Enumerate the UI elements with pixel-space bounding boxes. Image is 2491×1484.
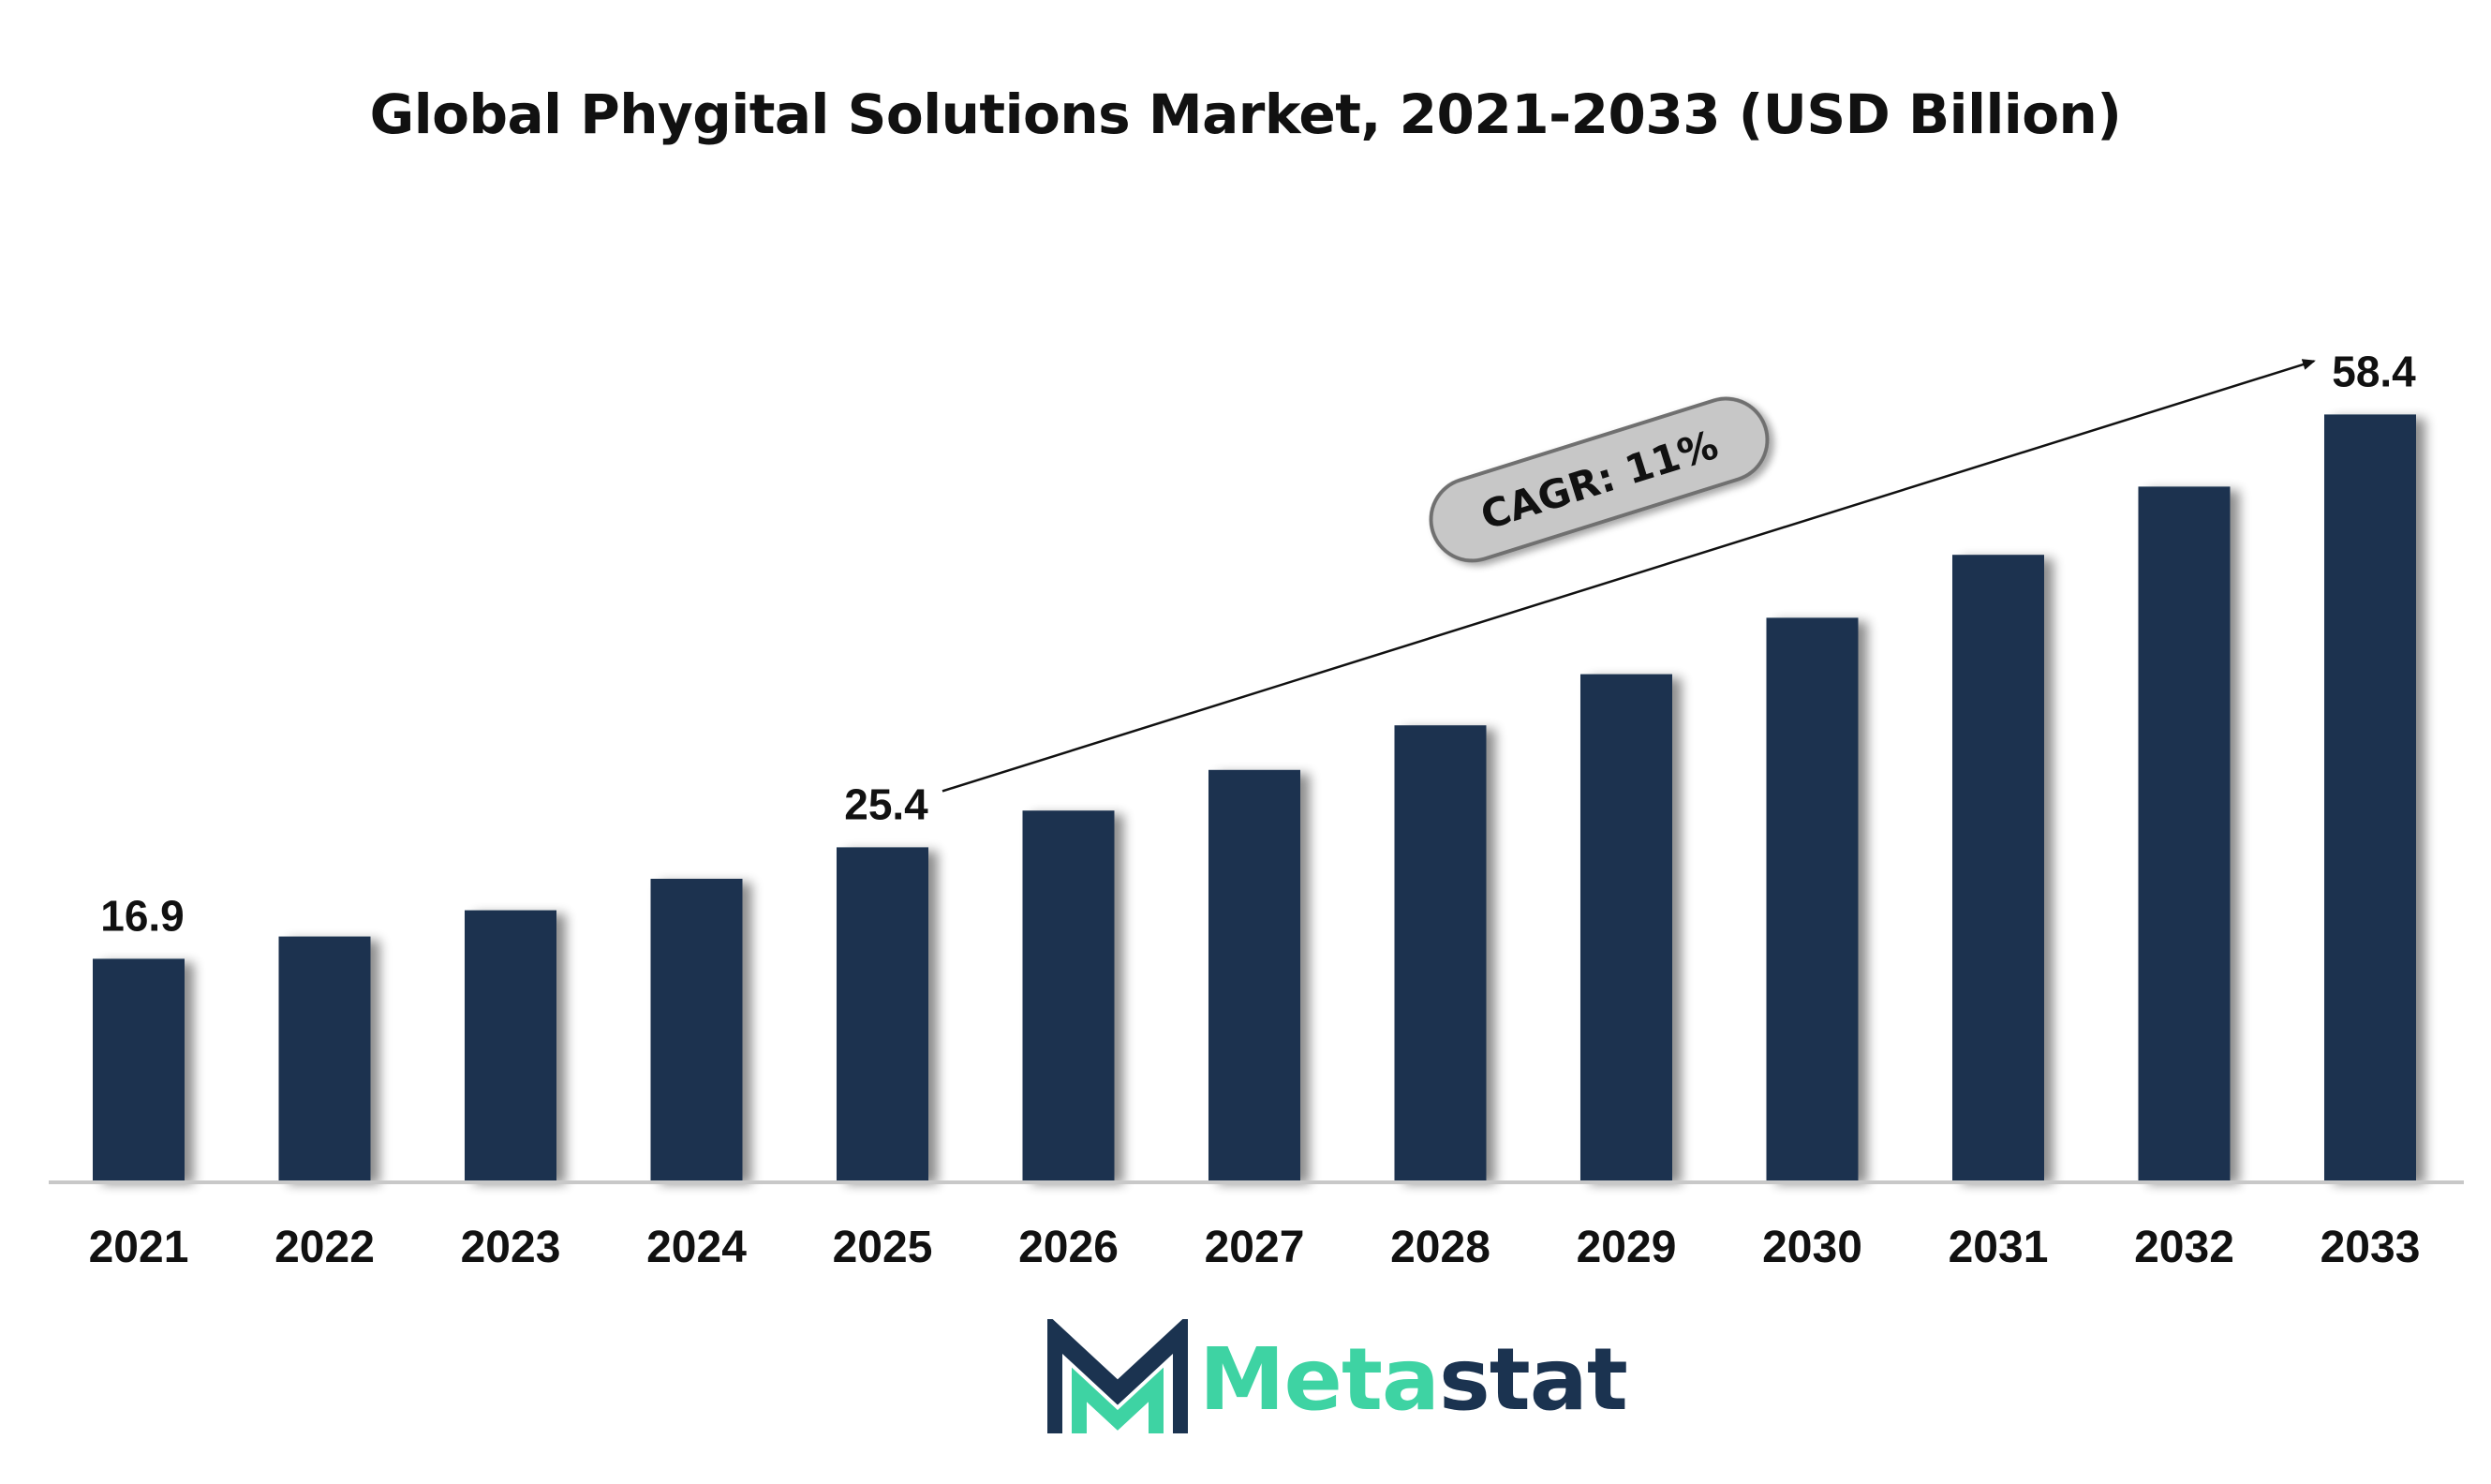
logo-text-meta: Meta [1199,1329,1440,1430]
x-tick-label-2032: 2032 [2134,1223,2234,1272]
logo-text-stat: stat [1439,1329,1628,1430]
data-label-2025: 25.4 [844,779,928,828]
bar-2025 [837,847,928,1180]
x-tick-label-2030: 2030 [1762,1223,1862,1272]
data-label-2033: 58.4 [2332,347,2416,395]
x-tick-label-2029: 2029 [1577,1223,1677,1272]
data-label-2021: 16.9 [100,891,185,940]
bar-2021 [93,958,185,1180]
bar-2027 [1208,769,1300,1180]
bar-2031 [1952,555,2044,1180]
bar-2026 [1022,810,1115,1180]
bar-2022 [278,936,371,1180]
metastat-m-logo-icon [1047,1319,1188,1433]
x-tick-label-2031: 2031 [1949,1223,2049,1272]
metastat-logo-text: Metastat [1199,1328,1628,1432]
cagr-arrow [942,359,2316,793]
cagr-badge: CAGR: 11% [1429,396,1770,563]
x-tick-label-2026: 2026 [1018,1223,1119,1272]
cagr-badge-background [1429,396,1770,563]
bar-2028 [1394,725,1487,1180]
bar-2032 [2138,486,2231,1180]
bar-2029 [1580,674,1672,1180]
bar-2023 [465,910,556,1180]
x-tick-label-2033: 2033 [2320,1223,2421,1272]
x-tick-label-2027: 2027 [1205,1223,1305,1272]
x-tick-label-2022: 2022 [274,1223,375,1272]
chart-title: Global Phygital Solutions Market, 2021-2… [369,82,2122,146]
x-tick-label-2025: 2025 [833,1223,933,1272]
metastat-logo: Metastat [1047,1319,1628,1441]
bar-2030 [1766,617,1859,1180]
x-tick-label-2021: 2021 [89,1223,189,1272]
x-tick-label-2023: 2023 [461,1223,561,1272]
x-tick-label-2024: 2024 [646,1223,747,1272]
x-tick-label-2028: 2028 [1390,1223,1490,1272]
bar-2033 [2324,414,2416,1180]
bar-2024 [650,879,743,1180]
